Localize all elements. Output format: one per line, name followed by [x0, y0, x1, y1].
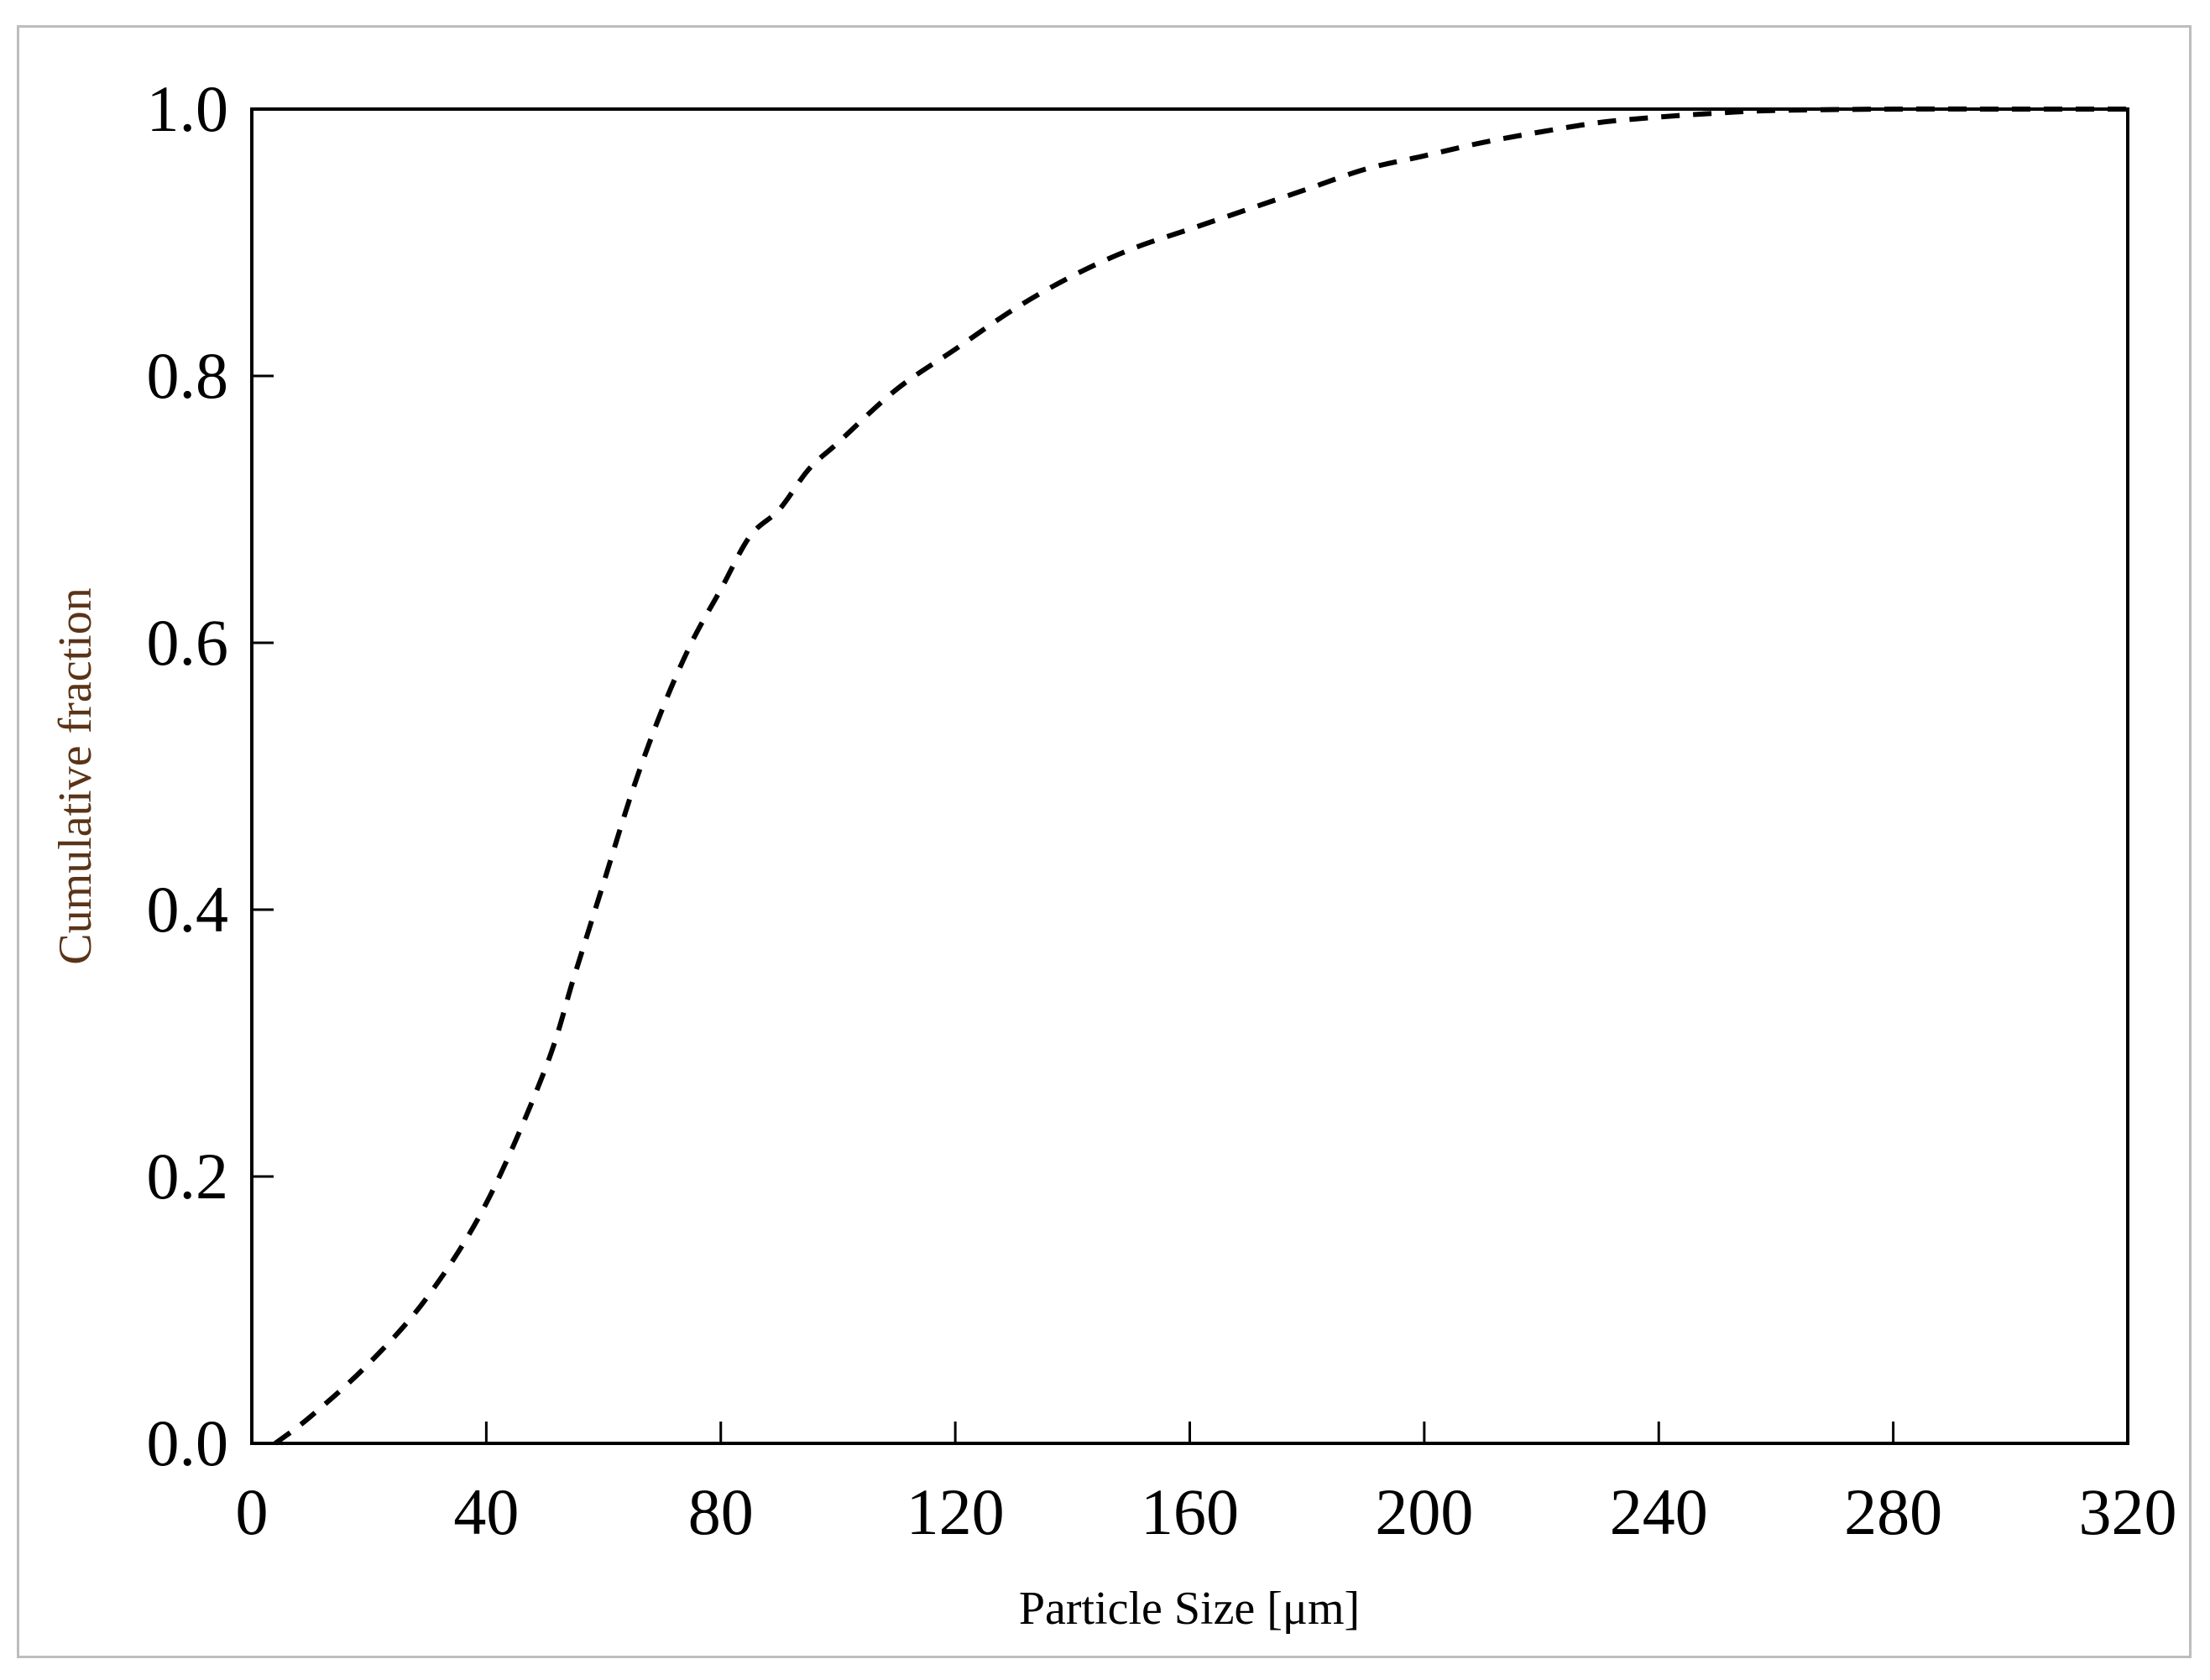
x-tick-label: 320 [2079, 1475, 2177, 1548]
y-tick-label: 0.6 [147, 606, 229, 679]
y-axis-label: Cumulative fraction [50, 587, 102, 964]
series-line [274, 106, 2128, 1446]
y-tick-label: 0.0 [147, 1406, 229, 1479]
x-tick-label: 120 [906, 1475, 1005, 1548]
y-tick-label: 0.2 [147, 1140, 229, 1213]
x-tick-label: 80 [688, 1475, 754, 1548]
y-tick-label: 0.4 [147, 873, 229, 946]
x-axis-label: Particle Size [μm] [1019, 1583, 1360, 1635]
x-tick-label: 40 [453, 1475, 519, 1548]
x-tick-label: 160 [1141, 1475, 1239, 1548]
y-axis-ticks: 0.0 0.2 0.4 0.6 0.8 1.0 [147, 72, 274, 1479]
x-tick-label: 280 [1844, 1475, 1942, 1548]
data-series [274, 106, 2128, 1446]
x-axis-ticks: 0 40 80 120 160 200 240 280 320 [236, 1422, 2177, 1548]
x-tick-label: 240 [1610, 1475, 1708, 1548]
x-tick-label: 0 [236, 1475, 269, 1548]
plot-area [250, 107, 2129, 1445]
y-tick-label: 1.0 [147, 72, 229, 145]
figure-frame [17, 25, 2192, 1658]
y-tick-label: 0.8 [147, 339, 229, 412]
x-tick-label: 200 [1375, 1475, 1473, 1548]
